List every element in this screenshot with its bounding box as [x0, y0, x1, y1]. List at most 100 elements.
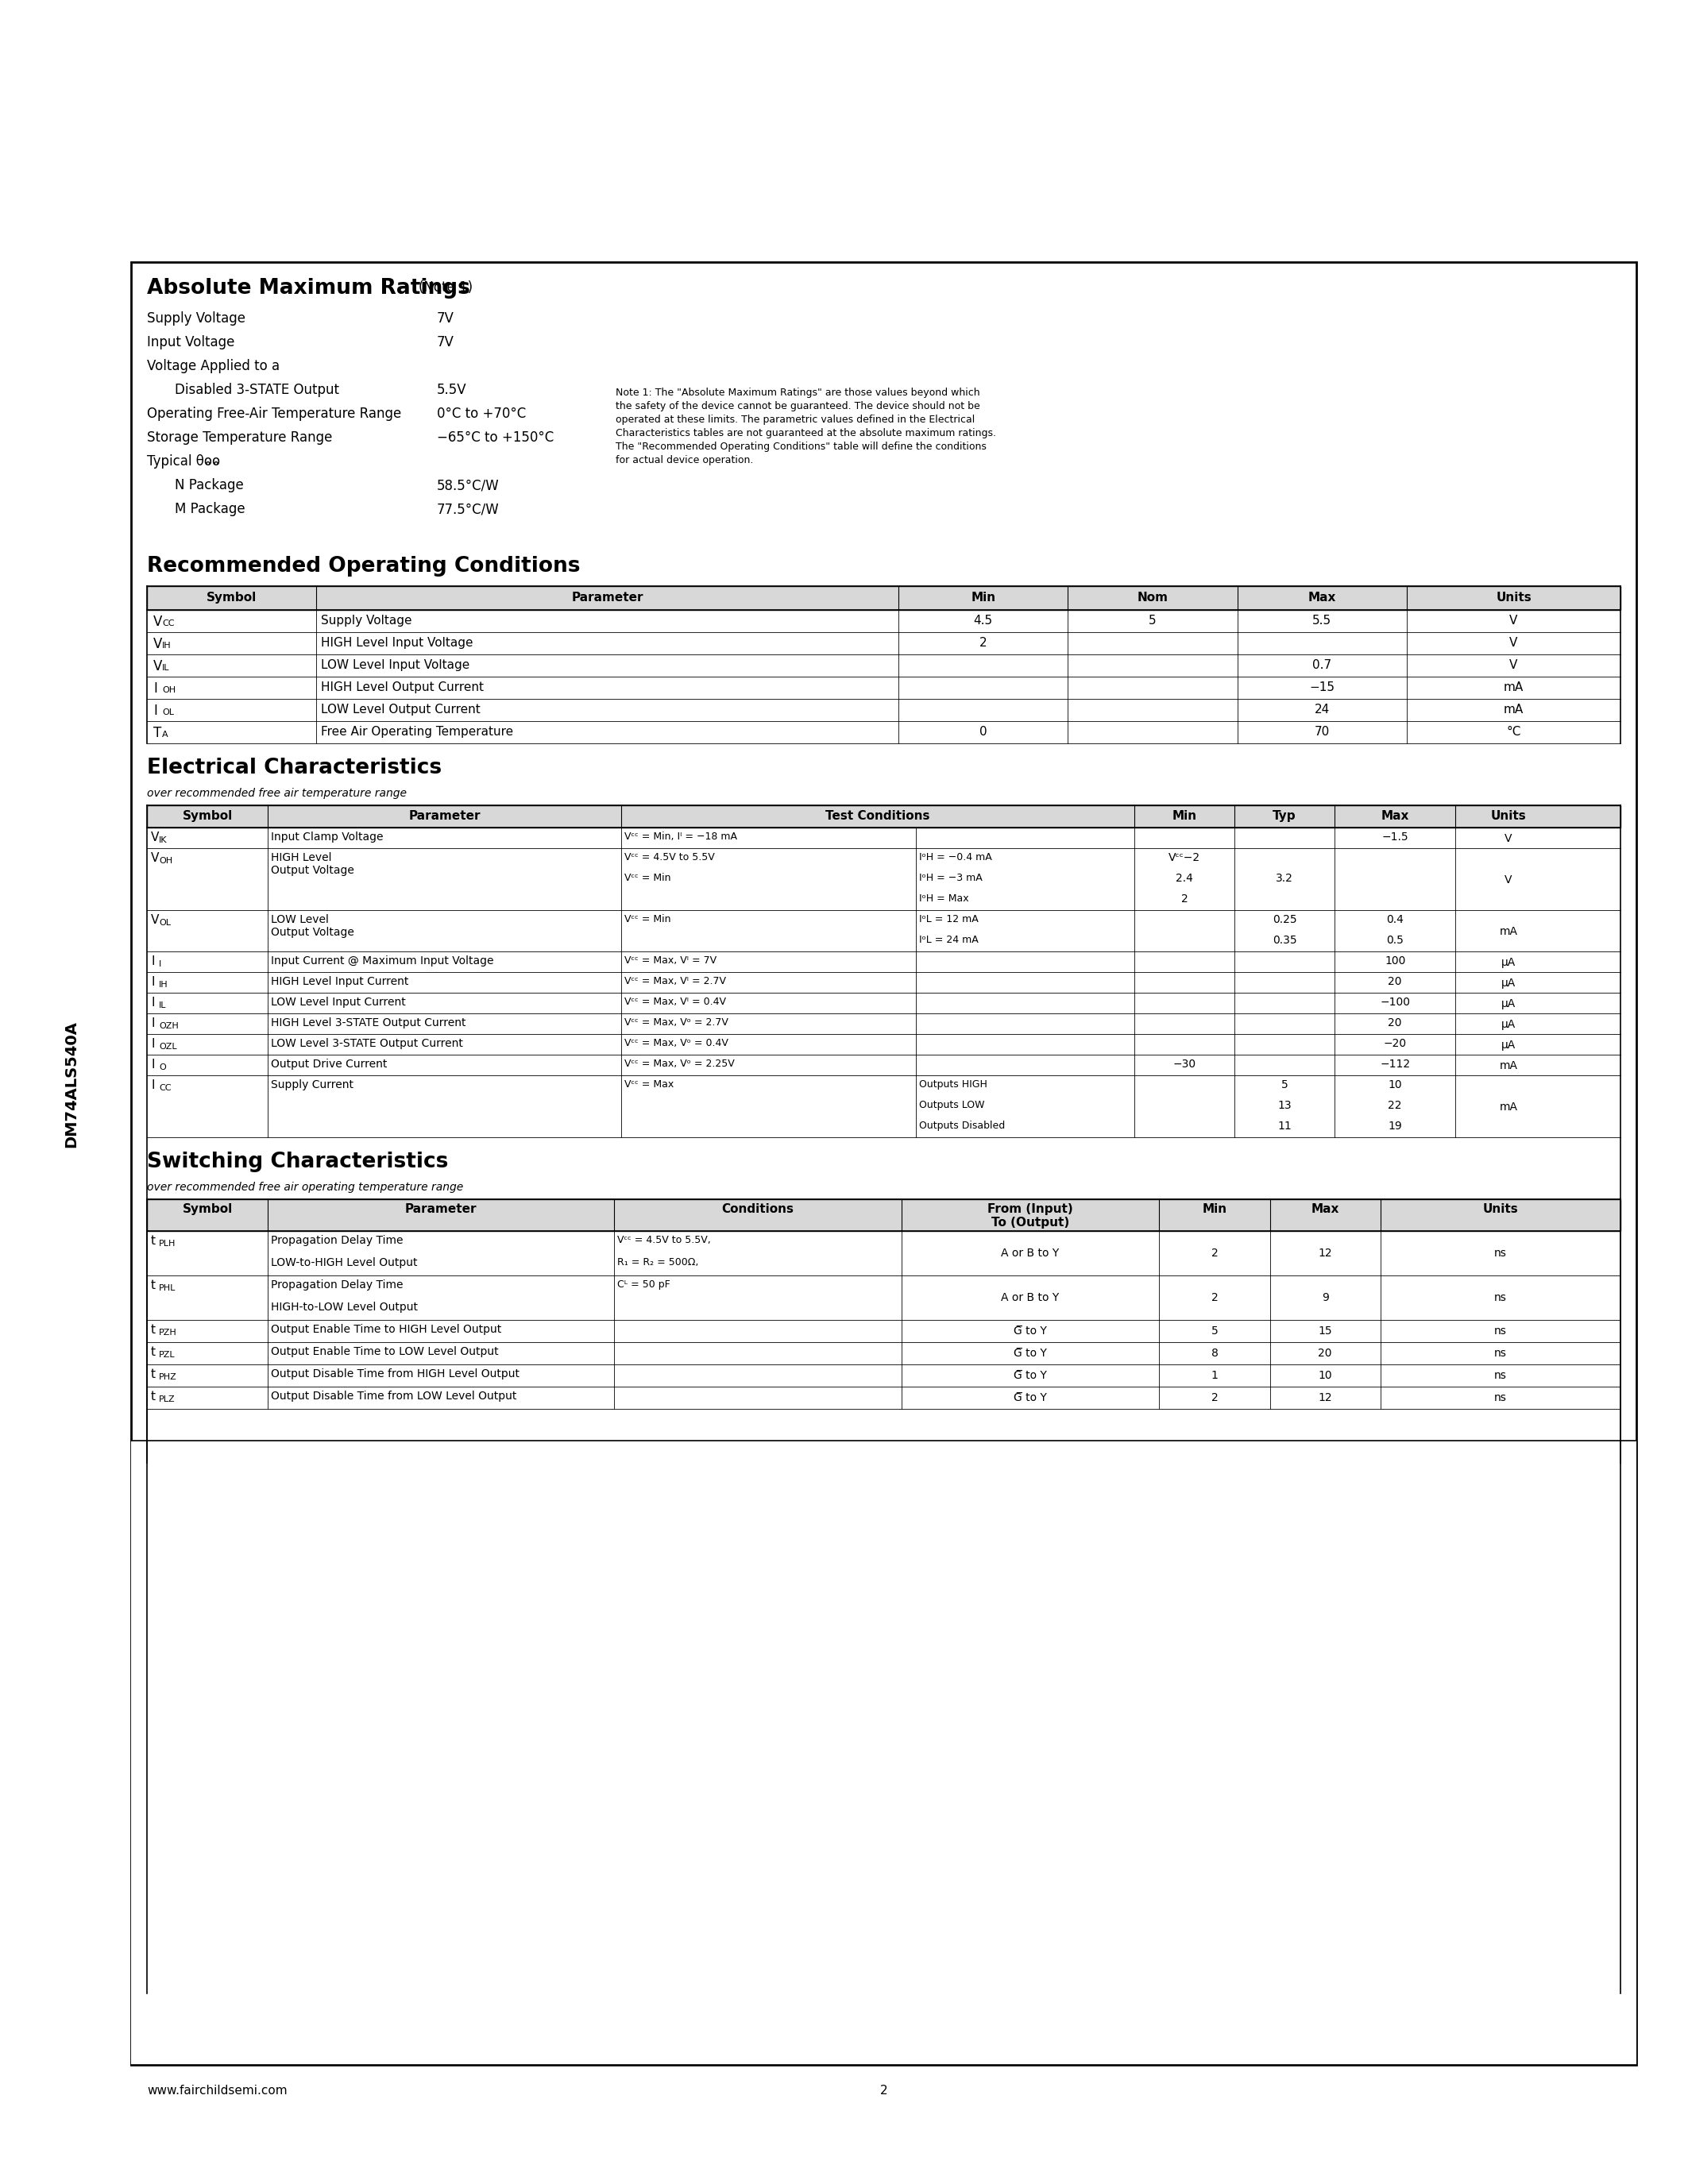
Text: V: V [1504, 832, 1512, 845]
Text: Vᶜᶜ = 4.5V to 5.5V: Vᶜᶜ = 4.5V to 5.5V [625, 852, 716, 863]
Text: Max: Max [1381, 810, 1409, 821]
Text: Propagation Delay Time: Propagation Delay Time [272, 1280, 403, 1291]
Text: 9: 9 [1322, 1293, 1328, 1304]
Text: I: I [150, 954, 155, 968]
Text: 0: 0 [979, 725, 987, 738]
Text: N Package: N Package [176, 478, 243, 491]
Text: Vᶜᶜ = Max, Vᴵ = 0.4V: Vᶜᶜ = Max, Vᴵ = 0.4V [625, 996, 726, 1007]
Text: I: I [150, 1079, 155, 1092]
Text: 5: 5 [1281, 1079, 1288, 1090]
Text: μA: μA [1501, 1040, 1516, 1051]
Text: −20: −20 [1384, 1037, 1406, 1048]
Text: OH: OH [162, 686, 176, 695]
Text: Parameter: Parameter [408, 810, 481, 821]
Text: IL: IL [159, 1002, 167, 1009]
Text: OL: OL [159, 919, 170, 926]
Text: 100: 100 [1384, 954, 1406, 968]
Text: −1.5: −1.5 [1382, 832, 1408, 843]
Text: 5.5: 5.5 [1313, 614, 1332, 627]
Text: V: V [154, 614, 162, 629]
Text: t: t [150, 1280, 155, 1291]
Text: Input Voltage: Input Voltage [147, 334, 235, 349]
Text: 0°C to +70°C: 0°C to +70°C [437, 406, 527, 422]
Text: Min: Min [971, 592, 996, 603]
Text: 0.5: 0.5 [1386, 935, 1404, 946]
Bar [132, 1441, 1636, 2064]
Text: 5.5V: 5.5V [437, 382, 468, 397]
Text: LOW Level 3-STATE Output Current: LOW Level 3-STATE Output Current [272, 1037, 463, 1048]
Text: 12: 12 [1318, 1391, 1332, 1404]
Text: μA: μA [1501, 978, 1516, 989]
Text: Propagation Delay Time: Propagation Delay Time [272, 1234, 403, 1247]
Text: OH: OH [159, 856, 172, 865]
Text: Symbol: Symbol [182, 1203, 233, 1214]
Text: Vᶜᶜ = Max, Vᵒ = 2.25V: Vᶜᶜ = Max, Vᵒ = 2.25V [625, 1059, 734, 1068]
Text: HIGH Level
Output Voltage: HIGH Level Output Voltage [272, 852, 354, 876]
Text: HIGH Level Output Current: HIGH Level Output Current [321, 681, 484, 692]
Text: 0.4: 0.4 [1386, 915, 1404, 926]
Text: I: I [159, 961, 162, 968]
Text: Typical θⱺⱺ: Typical θⱺⱺ [147, 454, 219, 470]
Text: 24: 24 [1315, 703, 1330, 716]
Text: Vᶜᶜ = Max, Vᵒ = 0.4V: Vᶜᶜ = Max, Vᵒ = 0.4V [625, 1037, 729, 1048]
Text: LOW Level
Output Voltage: LOW Level Output Voltage [272, 915, 354, 939]
Text: Input Current @ Maximum Input Voltage: Input Current @ Maximum Input Voltage [272, 954, 495, 968]
Text: IᵒL = 12 mA: IᵒL = 12 mA [920, 915, 979, 924]
Text: 2: 2 [1210, 1293, 1219, 1304]
Text: t: t [150, 1345, 155, 1358]
Text: IᵒH = −0.4 mA: IᵒH = −0.4 mA [920, 852, 993, 863]
Text: Switching Characteristics: Switching Characteristics [147, 1151, 449, 1173]
Text: V: V [1509, 638, 1518, 649]
Text: 0.35: 0.35 [1273, 935, 1296, 946]
Text: Supply Current: Supply Current [272, 1079, 353, 1090]
Text: Outputs LOW: Outputs LOW [920, 1101, 984, 1109]
Text: Operating Free-Air Temperature Range: Operating Free-Air Temperature Range [147, 406, 402, 422]
Text: I: I [150, 976, 155, 987]
Text: OZH: OZH [159, 1022, 179, 1031]
Text: Supply Voltage: Supply Voltage [147, 312, 245, 325]
Text: 0.7: 0.7 [1313, 660, 1332, 670]
Text: Cᴸ = 50 pF: Cᴸ = 50 pF [618, 1280, 670, 1291]
Text: Output Disable Time from LOW Level Output: Output Disable Time from LOW Level Outpu… [272, 1391, 517, 1402]
Text: Vᶜᶜ = 4.5V to 5.5V,: Vᶜᶜ = 4.5V to 5.5V, [618, 1234, 711, 1245]
Text: 2: 2 [1210, 1247, 1219, 1258]
Text: LOW-to-HIGH Level Output: LOW-to-HIGH Level Output [272, 1258, 417, 1269]
Text: Vᶜᶜ = Max, Vᴵ = 2.7V: Vᶜᶜ = Max, Vᴵ = 2.7V [625, 976, 726, 987]
Text: Vᶜᶜ−2: Vᶜᶜ−2 [1168, 852, 1200, 863]
Text: V: V [154, 638, 162, 651]
Text: OZL: OZL [159, 1042, 177, 1051]
Text: V: V [150, 832, 159, 843]
Text: IL: IL [162, 664, 169, 673]
Text: Vᶜᶜ = Min, Iᴵ = −18 mA: Vᶜᶜ = Min, Iᴵ = −18 mA [625, 832, 738, 841]
Text: Typ: Typ [1273, 810, 1296, 821]
Text: G̅ to Y: G̅ to Y [1014, 1369, 1047, 1380]
Text: 77.5°C/W: 77.5°C/W [437, 502, 500, 515]
Bar [147, 806, 1620, 828]
Text: −112: −112 [1379, 1059, 1409, 1070]
Text: Absolute Maximum Ratings: Absolute Maximum Ratings [147, 277, 471, 299]
Text: ns: ns [1494, 1293, 1507, 1304]
Text: G̅ to Y: G̅ to Y [1014, 1348, 1047, 1358]
Text: G̅ to Y: G̅ to Y [1014, 1391, 1047, 1404]
Text: I: I [154, 681, 157, 697]
Text: Vᶜᶜ = Max, Vᵒ = 2.7V: Vᶜᶜ = Max, Vᵒ = 2.7V [625, 1018, 729, 1029]
Text: V: V [1504, 874, 1512, 885]
Text: HIGH-to-LOW Level Output: HIGH-to-LOW Level Output [272, 1302, 419, 1313]
Text: PLH: PLH [159, 1241, 176, 1247]
Text: 20: 20 [1388, 976, 1403, 987]
Text: Voltage Applied to a: Voltage Applied to a [147, 358, 280, 373]
Text: IᵒH = −3 mA: IᵒH = −3 mA [920, 874, 982, 882]
Text: 10: 10 [1388, 1079, 1403, 1090]
Text: Output Disable Time from HIGH Level Output: Output Disable Time from HIGH Level Outp… [272, 1369, 520, 1380]
Text: I: I [150, 1037, 155, 1051]
Text: 2: 2 [1182, 893, 1188, 904]
Text: LOW Level Input Voltage: LOW Level Input Voltage [321, 660, 469, 670]
Text: LOW Level Output Current: LOW Level Output Current [321, 703, 481, 716]
Text: 5: 5 [1150, 614, 1156, 627]
Text: Vᶜᶜ = Min: Vᶜᶜ = Min [625, 915, 672, 924]
Bar [147, 1199, 1620, 1232]
Text: mA: mA [1499, 1059, 1518, 1072]
Text: Outputs HIGH: Outputs HIGH [920, 1079, 987, 1090]
Text: Units: Units [1496, 592, 1531, 603]
Text: 10: 10 [1318, 1369, 1332, 1380]
